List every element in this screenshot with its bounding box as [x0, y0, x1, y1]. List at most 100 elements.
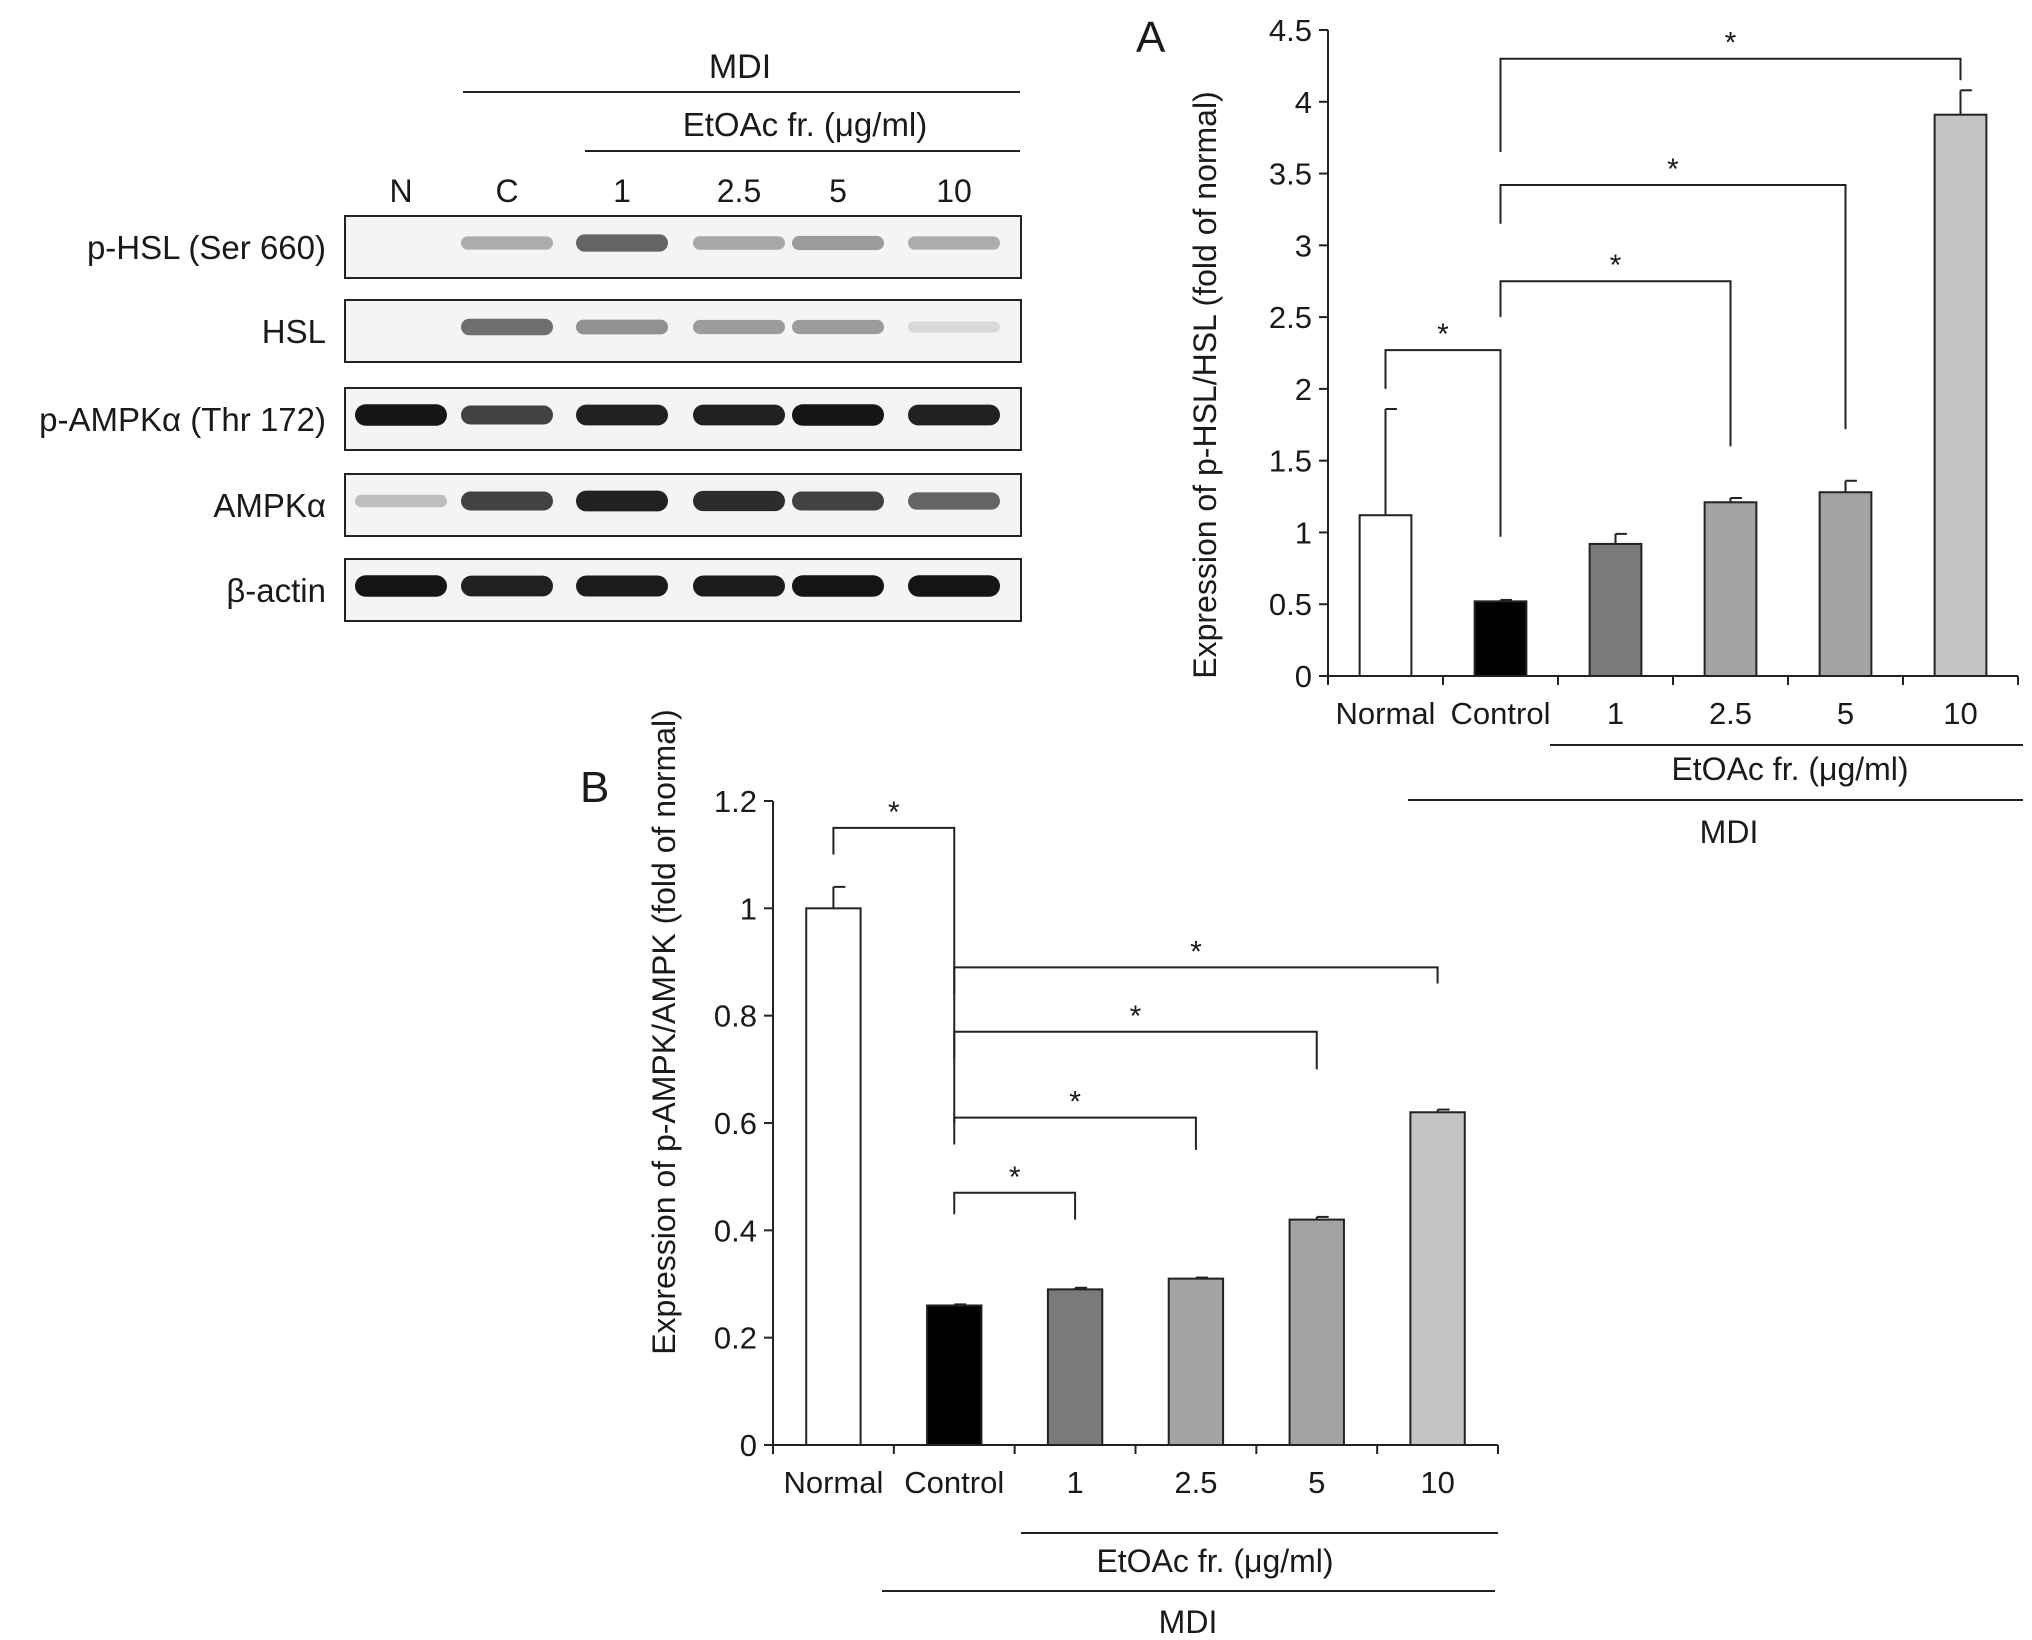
bar-1 — [1046, 1288, 1104, 1447]
blot-row-frame — [344, 558, 1022, 622]
blot-rows: p-HSL (Ser 660) HSL p-AMPKα (Thr 172) AMPKα… — [39, 215, 1022, 622]
chart-panel-a: A Expression of p-HSL/HSL (fold of norma… — [1136, 13, 2023, 850]
y-tick-label: 0.4 — [714, 1213, 757, 1248]
blot-row-frame — [344, 215, 1022, 279]
x-tick-label: Normal — [783, 1465, 883, 1500]
blot-band — [693, 575, 785, 597]
significance-star: * — [1069, 1086, 1081, 1119]
bar-Control — [926, 1304, 983, 1447]
blot-lane-label-5: 10 — [936, 173, 972, 209]
panel-b-letter: B — [580, 763, 609, 812]
blot-band — [576, 404, 668, 426]
y-tick-label: 3.5 — [1269, 157, 1312, 192]
chart-b-mdi-label: MDI — [1159, 1604, 1218, 1640]
chart-b-plot: 0 0.2 0.4 0.6 0.8 1 1.2 Normal Control 1 2.5 5 10 * * *… — [714, 784, 1499, 1500]
western-blot-panel: MDI EtOAc fr. (μg/ml) N C 1 2.5 5 10 p-HSL (S… — [39, 48, 1022, 622]
y-tick-label: 0.2 — [714, 1321, 757, 1356]
x-tick-label: 1 — [1066, 1465, 1083, 1500]
bar-10 — [1933, 113, 1988, 678]
blot-band — [693, 236, 785, 250]
bar-10 — [1409, 1111, 1466, 1447]
blot-band — [355, 404, 447, 426]
blot-lane-label-0: N — [389, 173, 412, 209]
bar-5 — [1288, 1218, 1345, 1446]
blot-row: p-AMPKα (Thr 172) — [39, 387, 1022, 451]
x-tick-label: 1 — [1607, 696, 1624, 731]
significance-bracket — [953, 1116, 1197, 1150]
blot-row: HSL — [262, 299, 1022, 363]
significance-star: * — [1009, 1161, 1021, 1194]
y-tick-label: 1 — [1295, 515, 1312, 550]
chart-a-plot: 0 0.5 1 1.5 2 2.5 3 3.5 4 4.5 Normal Control 1 2.5 5 10… — [1269, 13, 2019, 731]
significance-bracket — [953, 966, 1439, 995]
bar-2.5 — [1703, 501, 1758, 678]
blot-row: AMPKα — [213, 473, 1022, 537]
blot-lane-label-3: 2.5 — [717, 173, 761, 209]
blot-row-label: β-actin — [226, 572, 326, 609]
significance-bracket — [1499, 280, 1732, 447]
blot-band — [461, 318, 553, 336]
blot-lane-label-2: 1 — [613, 173, 631, 209]
x-tick-label: 2.5 — [1174, 1465, 1217, 1500]
x-tick-label: Control — [904, 1465, 1004, 1500]
y-tick-label: 0.6 — [714, 1106, 757, 1141]
blot-band — [461, 575, 553, 597]
blot-band — [576, 575, 668, 597]
blot-band — [461, 405, 553, 425]
y-tick-label: 0.8 — [714, 999, 757, 1034]
x-tick-label: Normal — [1336, 696, 1436, 731]
blot-band — [461, 491, 553, 511]
bar-5 — [1818, 491, 1873, 678]
blot-band — [355, 575, 447, 597]
significance-bracket — [1499, 57, 1962, 153]
chart-a-etoac-label: EtOAc fr. (μg/ml) — [1671, 751, 1908, 787]
y-tick-label: 0.5 — [1269, 587, 1312, 622]
blot-lane-label-4: 5 — [829, 173, 847, 209]
x-tick-label: 5 — [1837, 696, 1854, 731]
chart-a-mdi-label: MDI — [1700, 814, 1759, 850]
chart-b-ylabel: Expression of p-AMPK/AMPK (fold of norma… — [646, 709, 682, 1355]
blot-row-label: AMPKα — [213, 487, 326, 524]
y-tick-label: 3 — [1295, 228, 1312, 263]
blot-band — [792, 491, 884, 511]
significance-star: * — [1667, 153, 1679, 186]
blot-lane-label-1: C — [495, 173, 518, 209]
blot-band — [576, 234, 668, 252]
x-tick-label: 10 — [1943, 696, 1977, 731]
significance-bracket — [953, 1191, 1077, 1220]
blot-band — [461, 236, 553, 250]
x-tick-label: 10 — [1420, 1465, 1454, 1500]
x-tick-label: 5 — [1308, 1465, 1325, 1500]
blot-band — [576, 490, 668, 512]
significance-bracket — [1384, 349, 1502, 537]
significance-bracket — [953, 1030, 1318, 1070]
significance-bracket — [1499, 184, 1847, 430]
y-tick-label: 0 — [1295, 659, 1312, 694]
blot-band — [908, 492, 1000, 510]
blot-band — [908, 575, 1000, 597]
significance-star: * — [1130, 1000, 1142, 1033]
blot-row-frame — [344, 473, 1022, 537]
blot-band — [792, 319, 884, 335]
chart-panel-b: B Expression of p-AMPK/AMPK (fold of nor… — [580, 709, 1499, 1640]
y-tick-label: 1 — [740, 891, 757, 926]
blot-etoac-label: EtOAc fr. (μg/ml) — [683, 106, 928, 143]
bar-Normal — [805, 907, 862, 1446]
blot-band — [908, 236, 1000, 250]
blot-band — [792, 575, 884, 597]
blot-band — [693, 490, 785, 512]
blot-row-label: p-HSL (Ser 660) — [87, 229, 326, 266]
blot-row-frame — [344, 387, 1022, 451]
y-tick-label: 0 — [740, 1428, 757, 1463]
blot-row-label: p-AMPKα (Thr 172) — [39, 401, 326, 438]
y-tick-label: 4.5 — [1269, 13, 1312, 48]
significance-star: * — [1725, 27, 1737, 60]
blot-band — [908, 404, 1000, 426]
blot-band — [693, 319, 785, 335]
y-tick-label: 1.5 — [1269, 444, 1312, 479]
bar-Control — [1473, 600, 1528, 678]
x-tick-label: Control — [1451, 696, 1551, 731]
y-tick-label: 1.2 — [714, 784, 757, 819]
blot-row: β-actin — [226, 558, 1022, 622]
blot-band — [792, 404, 884, 426]
